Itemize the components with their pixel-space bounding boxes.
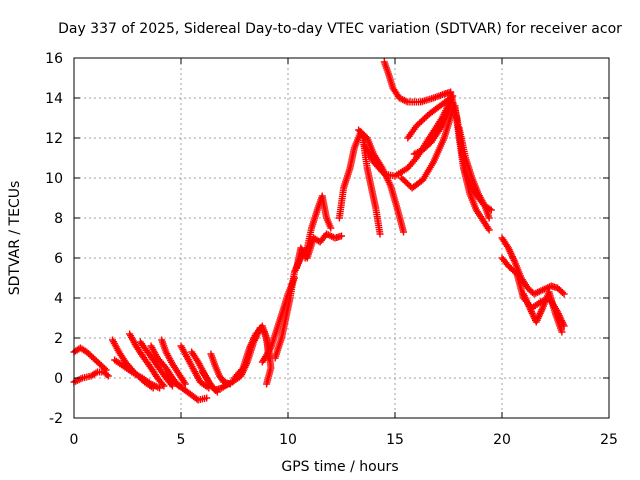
x-tick-label: 25 <box>600 432 618 448</box>
y-tick-label: 6 <box>54 251 63 267</box>
x-tick-label: 0 <box>70 432 79 448</box>
x-tick-label: 5 <box>177 432 186 448</box>
data-point <box>181 380 189 388</box>
grid-lines <box>74 58 609 418</box>
x-tick-label: 20 <box>493 432 511 448</box>
x-tick-label: 10 <box>279 432 297 448</box>
data-point <box>203 394 211 402</box>
series-rise-6 <box>301 192 335 262</box>
y-tick-label: 2 <box>54 331 63 347</box>
data-point <box>558 289 566 296</box>
series-b2 <box>111 356 164 392</box>
data-point <box>400 228 408 236</box>
series-decay-3 <box>455 124 493 222</box>
series-b7 <box>162 370 211 404</box>
data-point <box>103 371 111 379</box>
y-tick-label: 4 <box>54 291 63 307</box>
data-point <box>558 328 566 336</box>
data-point <box>92 369 100 377</box>
y-tick-label: 8 <box>54 211 63 227</box>
data-point <box>338 232 345 240</box>
series-early-b <box>70 368 112 386</box>
y-tick-label: -2 <box>49 411 63 427</box>
series-b3 <box>126 330 168 390</box>
data-point <box>485 214 493 222</box>
y-tick-label: 12 <box>45 131 63 147</box>
series-peak-5 <box>404 94 455 142</box>
data-point <box>327 224 335 232</box>
data-point <box>104 372 112 380</box>
chart-title: Day 337 of 2025, Sidereal Day-to-day VTE… <box>58 21 622 37</box>
y-tick-label: 10 <box>45 171 63 187</box>
y-tick-label: 16 <box>45 51 63 67</box>
data-point <box>156 384 164 392</box>
y-axis-label: SDTVAR / TECUs <box>7 181 23 296</box>
data-point <box>485 226 493 234</box>
series-late-3 <box>519 288 566 336</box>
data-point <box>160 382 168 390</box>
plot-frame <box>73 57 610 419</box>
data-point <box>263 380 271 388</box>
y-tick-label: 0 <box>54 371 63 387</box>
series-b10 <box>198 368 232 394</box>
series-b4 <box>136 338 176 390</box>
series-peak-4 <box>380 58 455 106</box>
y-tick-label: 14 <box>45 91 63 107</box>
x-tick-label: 15 <box>386 432 404 448</box>
series-peak-7 <box>410 102 455 158</box>
x-axis-label: GPS time / hours <box>281 459 398 475</box>
series-b6 <box>158 336 189 388</box>
data-point <box>159 380 167 388</box>
axis-ticks: 0 5 10 15 20 25 -2 0 2 4 6 8 10 12 14 16 <box>45 51 618 448</box>
data-point <box>560 290 568 298</box>
data-point <box>376 230 384 238</box>
data-series <box>70 58 568 404</box>
